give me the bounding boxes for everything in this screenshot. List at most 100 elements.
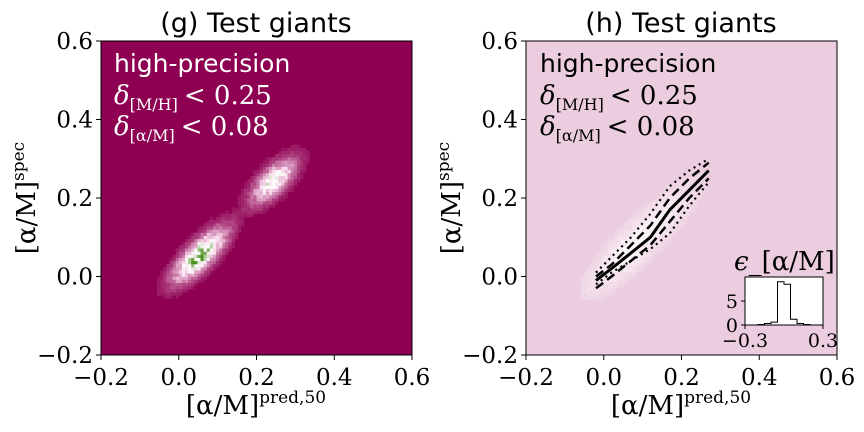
heatmap-cell (200, 229, 204, 233)
heatmap-cell (296, 172, 301, 177)
heatmap-cell (244, 210, 248, 214)
cloud-cell (583, 287, 587, 291)
heatmap-cell (287, 172, 292, 177)
cloud-cell (623, 249, 628, 254)
heatmap-cell (268, 166, 273, 171)
heatmap-cell (237, 216, 242, 221)
cloud-cell (595, 268, 600, 273)
cloud-cell (617, 284, 622, 288)
heatmap-cell (278, 166, 282, 171)
cloud-cell (648, 246, 653, 251)
cloud-cell (605, 256, 609, 260)
heatmap-cell (247, 185, 251, 189)
heatmap-cell (200, 270, 204, 274)
heatmap-cell (284, 150, 288, 155)
heatmap-cell (178, 270, 183, 274)
heatmap-cell (225, 219, 229, 224)
heatmap-cell (219, 245, 223, 249)
cloud-cell (599, 262, 603, 266)
heatmap-cell (222, 229, 226, 233)
cloud-cell (580, 278, 584, 282)
cloud-cell (627, 230, 631, 235)
heatmap-cell (175, 279, 180, 284)
cloud-cell (630, 252, 634, 257)
heatmap-cell (250, 213, 254, 218)
heatmap-cell (175, 289, 180, 293)
heatmap-cell (163, 282, 167, 287)
heatmap-cell (272, 185, 276, 189)
heatmap-cell (222, 248, 226, 252)
cloud-cell (633, 252, 637, 257)
cloud-cell (614, 256, 619, 260)
cloud-cell (614, 274, 619, 279)
cloud-cell (627, 227, 631, 232)
cloud-cell (636, 262, 640, 266)
heatmap-cell (172, 273, 176, 277)
cloud-cell (661, 224, 665, 229)
cloud-cell (655, 218, 659, 222)
cloud-cell (658, 205, 662, 210)
series-line-dotted (595, 181, 710, 286)
inset-plot-area (744, 276, 824, 326)
heatmap-cell (225, 235, 229, 240)
heatmap-cell (290, 172, 295, 177)
cloud-cell (630, 265, 634, 269)
heatmap-cell (265, 166, 270, 171)
heatmap-cell (200, 260, 204, 265)
cloud-cell (676, 218, 681, 222)
heatmap-cell (253, 198, 257, 202)
cloud-cell (599, 256, 603, 260)
heatmap-cell (256, 207, 260, 211)
cloud-cell (642, 224, 647, 229)
heatmap-cell (293, 163, 298, 167)
heatmap-cell (278, 176, 282, 180)
heatmap-cell (293, 179, 298, 183)
heatmap-cell (272, 201, 276, 205)
heatmap-cell (250, 188, 254, 193)
cloud-cell (676, 183, 681, 188)
cloud-cell (651, 205, 656, 210)
cloud-cell (583, 293, 587, 298)
cloud-cell (667, 202, 671, 207)
cloud-cell (658, 199, 662, 204)
cloud-cell (614, 278, 619, 282)
heatmap-cell (191, 267, 195, 271)
heatmap-cell (191, 282, 195, 287)
cloud-cell (664, 218, 668, 222)
cloud-cell (602, 265, 606, 269)
heatmap-cell (296, 147, 301, 152)
heatmap-cell (259, 163, 264, 167)
heatmap-cell (253, 188, 257, 193)
heatmap-cell (209, 267, 214, 271)
cloud-cell (592, 274, 597, 279)
cloud-cell (627, 259, 631, 263)
heatmap-cell (253, 185, 257, 189)
heatmap-cell (275, 160, 279, 164)
cloud-cell (595, 281, 600, 285)
cloud-cell (670, 234, 675, 238)
cloud-cell (673, 227, 678, 232)
heatmap-cell (234, 223, 239, 227)
panel-h-ytick-label: 0.0 (481, 265, 518, 291)
heatmap-cell (188, 263, 192, 268)
cloud-cell (642, 227, 647, 232)
heatmap-cell (262, 194, 267, 199)
heatmap-cell (247, 194, 251, 199)
cloud-cell (608, 256, 612, 260)
heatmap-cell (184, 276, 189, 280)
heatmap-cell (268, 182, 273, 186)
heatmap-cell (250, 179, 254, 183)
heatmap-cell (231, 241, 236, 246)
heatmap-cell (197, 229, 201, 233)
heatmap-cell (191, 235, 195, 240)
heatmap-cell (237, 210, 242, 214)
heatmap-cell (290, 144, 295, 149)
heatmap-cell (284, 166, 288, 171)
heatmap-cell (172, 257, 176, 262)
cloud-cell (589, 281, 594, 285)
heatmap-cell (200, 254, 204, 258)
heatmap-cell (212, 241, 217, 246)
heatmap-cell (203, 257, 208, 262)
cloud-cell (602, 278, 606, 282)
heatmap-cell (181, 245, 186, 249)
